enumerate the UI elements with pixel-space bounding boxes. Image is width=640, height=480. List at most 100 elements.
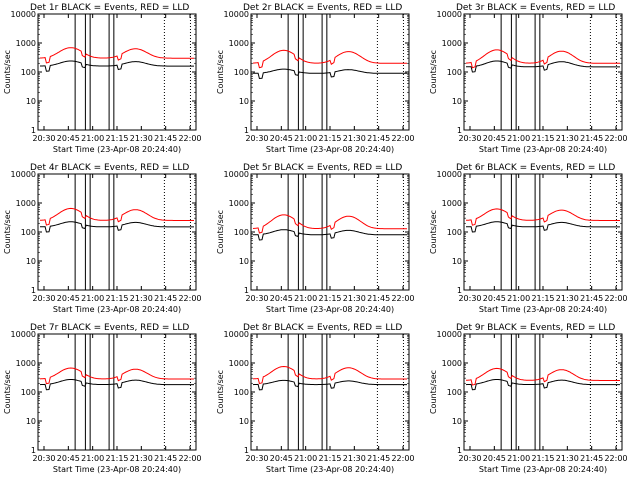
chart-title: Det 4r BLACK = Events, RED = LLD: [30, 163, 189, 173]
series-line-events: [40, 221, 194, 233]
x-tick-label: 21:00: [507, 294, 530, 303]
x-tick-label: 21:15: [105, 134, 128, 143]
series-line-lld: [40, 47, 194, 64]
y-tick-label: 100: [447, 388, 462, 397]
x-tick-label: 21:45: [367, 134, 390, 143]
plot-frame: [37, 13, 197, 131]
y-tick-label: 100: [234, 68, 249, 77]
x-tick-label: 21:30: [343, 134, 366, 143]
y-tick-label: 10000: [11, 170, 36, 179]
y-axis-label: Counts/sec: [429, 210, 438, 254]
x-tick-label: 20:45: [57, 294, 80, 303]
x-tick-label: 20:45: [483, 454, 506, 463]
x-tick-label: 21:00: [294, 294, 317, 303]
series-line-lld: [39, 207, 194, 226]
x-tick-label: 21:15: [531, 454, 554, 463]
y-tick-label: 10: [239, 97, 249, 106]
x-tick-label: 20:30: [32, 134, 55, 143]
series-line-lld: [465, 367, 620, 386]
x-tick-label: 21:30: [343, 454, 366, 463]
x-tick-label: 21:00: [294, 134, 317, 143]
x-tick-label: 20:45: [483, 134, 506, 143]
plot-frame: [250, 333, 410, 451]
x-axis-label: Start Time (23-Apr-08 20:24:40): [266, 465, 394, 474]
x-axis-label: Start Time (23-Apr-08 20:24:40): [479, 145, 607, 154]
chart-title: Det 7r BLACK = Events, RED = LLD: [30, 323, 189, 333]
y-tick-label: 1000: [442, 39, 462, 48]
x-tick-label: 21:30: [556, 454, 579, 463]
x-tick-label: 22:00: [178, 134, 201, 143]
y-tick-label: 10000: [437, 170, 462, 179]
y-axis-label: Counts/sec: [216, 210, 225, 254]
x-axis-label: Start Time (23-Apr-08 20:24:40): [479, 305, 607, 314]
y-tick-label: 100: [447, 228, 462, 237]
x-tick-label: 21:30: [130, 134, 153, 143]
x-tick-label: 21:00: [507, 454, 530, 463]
chart-title: Det 9r BLACK = Events, RED = LLD: [456, 323, 615, 333]
x-tick-label: 21:45: [154, 454, 177, 463]
y-tick-label: 1000: [229, 39, 249, 48]
y-tick-label: 100: [21, 68, 36, 77]
x-tick-label: 21:00: [294, 454, 317, 463]
y-tick-label: 100: [21, 388, 36, 397]
series-line-lld: [252, 214, 407, 234]
series-line-events: [466, 221, 620, 233]
series-line-lld: [465, 49, 620, 69]
plot-frame: [250, 173, 410, 291]
plot-frame: [250, 13, 410, 131]
y-tick-label: 100: [447, 68, 462, 77]
series-line-lld: [466, 208, 620, 226]
y-tick-label: 100: [234, 388, 249, 397]
y-tick-label: 100: [21, 228, 36, 237]
y-tick-label: 1: [457, 286, 462, 295]
y-tick-label: 10: [239, 257, 249, 266]
x-tick-label: 20:30: [245, 294, 268, 303]
chart-panel-7: Det 7r BLACK = Events, RED = LLD 1 10 100 10…: [3, 323, 202, 474]
x-axis-label: Start Time (23-Apr-08 20:24:40): [53, 465, 181, 474]
chart-title: Det 1r BLACK = Events, RED = LLD: [30, 3, 189, 13]
y-tick-label: 10: [239, 417, 249, 426]
x-tick-label: 21:00: [81, 134, 104, 143]
y-tick-label: 1: [457, 446, 462, 455]
x-tick-label: 20:45: [270, 134, 293, 143]
y-tick-label: 1000: [16, 199, 36, 208]
chart-title: Det 5r BLACK = Events, RED = LLD: [243, 163, 402, 173]
series-line-events: [465, 379, 620, 391]
series-line-lld: [39, 367, 194, 385]
y-axis-label: Counts/sec: [216, 50, 225, 94]
chart-panel-3: Det 3r BLACK = Events, RED = LLD 1 10 100 10…: [429, 3, 628, 154]
x-tick-label: 21:30: [556, 294, 579, 303]
x-tick-label: 21:00: [81, 454, 104, 463]
series-line-lld: [252, 49, 407, 69]
x-tick-label: 21:30: [130, 454, 153, 463]
x-tick-label: 22:00: [178, 294, 201, 303]
x-tick-label: 21:15: [531, 134, 554, 143]
y-tick-label: 10000: [11, 10, 36, 19]
x-tick-label: 20:30: [32, 294, 55, 303]
plot-frame: [463, 173, 623, 291]
y-axis-label: Counts/sec: [429, 50, 438, 94]
chart-panel-6: Det 6r BLACK = Events, RED = LLD 1 10 100 10…: [429, 163, 628, 314]
chart-panel-1: Det 1r BLACK = Events, RED = LLD 1 10 100 10…: [3, 3, 202, 154]
y-axis-label: Counts/sec: [3, 210, 12, 254]
x-tick-label: 21:15: [105, 454, 128, 463]
plot-frame: [463, 13, 623, 131]
x-tick-label: 21:30: [130, 294, 153, 303]
x-tick-label: 20:45: [57, 134, 80, 143]
y-tick-label: 1000: [16, 359, 36, 368]
y-tick-label: 1000: [229, 199, 249, 208]
x-tick-label: 22:00: [604, 294, 627, 303]
x-tick-label: 20:30: [245, 134, 268, 143]
x-tick-label: 20:45: [483, 294, 506, 303]
x-tick-label: 20:30: [458, 294, 481, 303]
x-axis-label: Start Time (23-Apr-08 20:24:40): [53, 145, 181, 154]
x-tick-label: 22:00: [604, 134, 627, 143]
y-tick-label: 1: [31, 446, 36, 455]
series-line-events: [253, 68, 407, 80]
x-tick-label: 21:45: [367, 454, 390, 463]
x-tick-label: 21:15: [105, 294, 128, 303]
series-line-events: [252, 229, 407, 241]
y-tick-label: 10000: [11, 330, 36, 339]
y-tick-label: 10: [26, 97, 36, 106]
x-tick-label: 22:00: [178, 454, 201, 463]
